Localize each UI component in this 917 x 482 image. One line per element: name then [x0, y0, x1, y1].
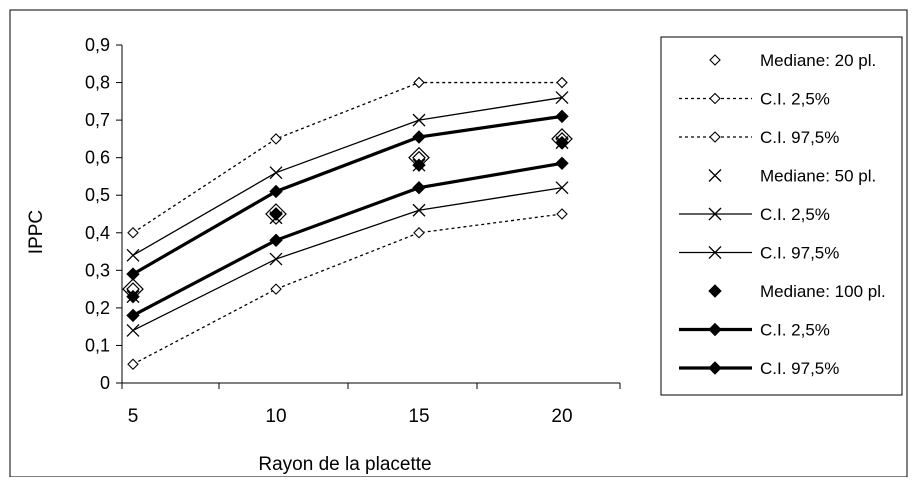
y-tick-label: 0,4	[85, 223, 110, 243]
legend: Mediane: 20 pl. C.I. 2,5% C.I. 97,5% Median…	[660, 36, 903, 396]
series-line	[132, 213, 563, 365]
data-point	[413, 226, 425, 239]
data-point	[412, 181, 426, 195]
legend-label: Mediane: 50 pl.	[760, 167, 876, 186]
x-tick-label: 10	[265, 406, 286, 427]
series-5	[126, 181, 569, 337]
legend-label: C.I. 97,5%	[760, 128, 839, 147]
x-tick-label: 5	[128, 406, 139, 427]
legend-entry-4: Mediane: 50 pl.	[708, 167, 876, 186]
data-point	[269, 184, 283, 199]
data-point	[555, 135, 569, 150]
data-point	[269, 252, 283, 266]
data-point	[556, 76, 568, 89]
data-point	[555, 109, 569, 124]
x-tick-label: 20	[551, 406, 572, 427]
series-line	[132, 187, 563, 332]
data-point	[412, 203, 426, 217]
legend-label: C.I. 97,5%	[760, 359, 839, 378]
legend-entry-7: Mediane: 100 pl.	[708, 282, 886, 301]
data-point	[555, 181, 569, 195]
legend-marker	[709, 92, 721, 105]
data-point	[412, 113, 426, 127]
x-axis-label: Rayon de la placette	[258, 454, 431, 475]
data-point	[270, 283, 282, 295]
data-point	[269, 166, 283, 180]
y-tick-label: 0,5	[85, 185, 110, 205]
y-tick-label: 0,8	[85, 73, 110, 93]
data-point	[127, 358, 139, 371]
legend-marker	[709, 54, 721, 66]
data-point	[127, 226, 139, 239]
legend-label: Mediane: 100 pl.	[760, 282, 886, 301]
legend-entry-2: C.I. 2,5%	[679, 90, 830, 109]
data-point	[126, 289, 140, 304]
legend-marker	[708, 284, 722, 298]
data-point	[556, 208, 568, 220]
series-6	[126, 91, 569, 262]
series-line	[132, 81, 562, 234]
data-point	[412, 130, 426, 144]
series-line	[132, 161, 563, 317]
y-tick-label: 0,2	[85, 298, 110, 318]
legend-entry-6: C.I. 97,5%	[679, 244, 839, 263]
data-point	[555, 156, 569, 171]
legend-label: C.I. 2,5%	[760, 321, 830, 340]
legend-entry-1: Mediane: 20 pl.	[709, 51, 876, 70]
data-point	[126, 308, 140, 323]
data-point	[555, 91, 569, 105]
series-7	[126, 135, 569, 304]
data-point	[126, 248, 140, 262]
legend-marker	[708, 322, 722, 337]
series-8	[126, 156, 569, 323]
legend-marker	[708, 169, 722, 182]
legend-box	[660, 36, 903, 396]
legend-entry-3: C.I. 97,5%	[679, 128, 839, 147]
y-tick-label: 0,6	[85, 148, 110, 168]
legend-label: C.I. 2,5%	[760, 90, 830, 109]
legend-label: C.I. 2,5%	[760, 205, 830, 224]
y-tick-label: 0,9	[85, 35, 110, 55]
data-point	[269, 207, 283, 221]
data-point	[270, 133, 282, 145]
legend-label: C.I. 97,5%	[760, 244, 839, 263]
series-line	[132, 96, 563, 256]
data-point	[413, 76, 425, 89]
legend-entry-9: C.I. 97,5%	[679, 359, 839, 378]
y-tick-label: 0	[100, 373, 110, 393]
legend-marker	[708, 246, 722, 259]
legend-entry-8: C.I. 2,5%	[679, 321, 830, 340]
x-tick-label: 15	[408, 406, 429, 427]
legend-label: Mediane: 20 pl.	[760, 51, 876, 70]
legend-entry-5: C.I. 2,5%	[679, 205, 830, 224]
y-axis-label: IPPC	[26, 210, 47, 254]
series-3	[127, 76, 568, 239]
data-point	[126, 267, 140, 281]
data-point	[412, 158, 426, 172]
legend-marker	[708, 207, 722, 221]
y-tick-label: 0,7	[85, 110, 110, 130]
plot-series	[122, 76, 573, 371]
y-tick-label: 0,1	[85, 335, 110, 355]
legend-marker	[708, 361, 722, 375]
series-line	[132, 114, 563, 276]
legend-marker	[709, 131, 721, 143]
series-2	[127, 208, 568, 371]
y-tick-label: 0,3	[85, 260, 110, 280]
axes: 0 0,1 0,2 0,3 0,4 0,5 0,6 0,7 0,8 0,9 5 10 15 20	[85, 35, 621, 427]
data-point	[269, 233, 283, 247]
series-9	[126, 109, 569, 281]
data-point	[126, 323, 140, 337]
